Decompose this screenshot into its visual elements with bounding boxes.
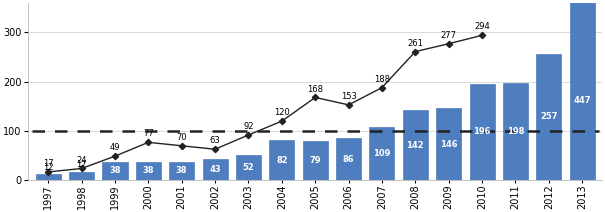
Text: 70: 70 bbox=[177, 133, 187, 142]
Bar bbox=[403, 110, 428, 180]
Text: 17: 17 bbox=[76, 160, 87, 169]
Text: 43: 43 bbox=[209, 165, 221, 174]
Text: 257: 257 bbox=[540, 112, 558, 121]
Bar bbox=[469, 84, 495, 180]
Text: 38: 38 bbox=[176, 166, 188, 176]
Text: 92: 92 bbox=[243, 122, 253, 131]
Text: 198: 198 bbox=[507, 127, 524, 136]
Bar bbox=[570, 0, 595, 180]
Text: 120: 120 bbox=[274, 108, 290, 117]
Text: 153: 153 bbox=[341, 92, 356, 101]
Text: 109: 109 bbox=[373, 149, 391, 158]
Bar bbox=[370, 127, 394, 180]
Bar bbox=[236, 155, 261, 180]
Text: 52: 52 bbox=[243, 163, 254, 172]
Text: 196: 196 bbox=[473, 127, 491, 137]
Text: 24: 24 bbox=[76, 156, 87, 165]
Text: 294: 294 bbox=[474, 22, 490, 31]
Bar bbox=[536, 54, 561, 180]
Text: 142: 142 bbox=[407, 141, 424, 150]
Text: 49: 49 bbox=[110, 143, 120, 152]
Bar bbox=[203, 159, 227, 180]
Bar bbox=[102, 162, 128, 180]
Text: 38: 38 bbox=[143, 166, 154, 176]
Bar bbox=[69, 172, 94, 180]
Bar bbox=[36, 174, 61, 180]
Text: 277: 277 bbox=[440, 31, 457, 40]
Text: 146: 146 bbox=[440, 140, 457, 149]
Text: 86: 86 bbox=[343, 155, 355, 164]
Bar bbox=[336, 138, 361, 180]
Bar bbox=[169, 162, 194, 180]
Bar bbox=[136, 162, 161, 180]
Bar bbox=[436, 108, 461, 180]
Text: 63: 63 bbox=[210, 136, 220, 145]
Bar bbox=[302, 141, 328, 180]
Text: 12: 12 bbox=[43, 163, 53, 172]
Text: 168: 168 bbox=[307, 85, 323, 93]
Text: 17: 17 bbox=[43, 159, 54, 168]
Text: 77: 77 bbox=[143, 129, 154, 138]
Text: 79: 79 bbox=[310, 156, 321, 165]
Bar bbox=[503, 83, 528, 180]
Text: 447: 447 bbox=[574, 96, 591, 105]
Text: 38: 38 bbox=[110, 166, 121, 176]
Text: 82: 82 bbox=[276, 156, 287, 165]
Text: 261: 261 bbox=[407, 39, 423, 48]
Text: 188: 188 bbox=[374, 75, 390, 84]
Bar bbox=[269, 140, 295, 180]
